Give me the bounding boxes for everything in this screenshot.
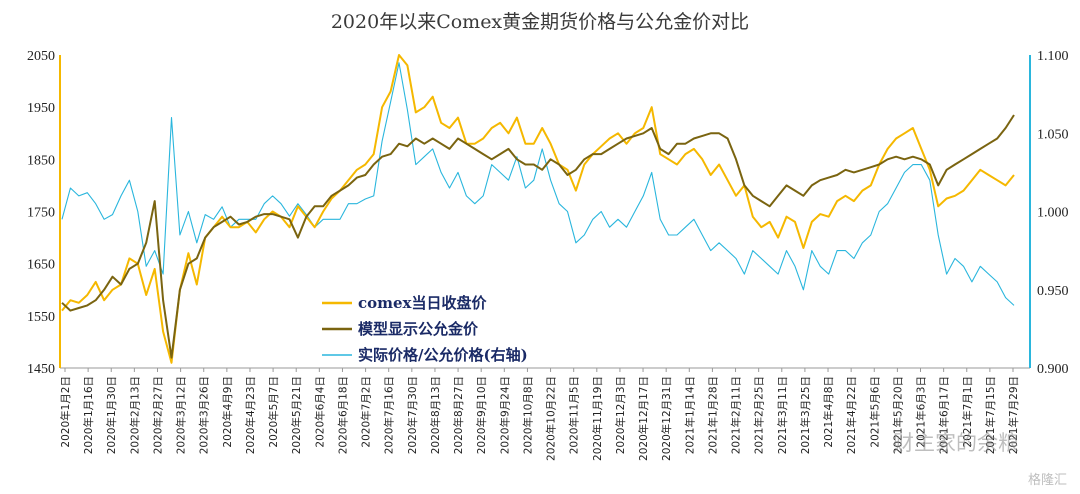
x-tick-label: 2020年8月27日 (452, 376, 465, 454)
x-tick-label: 2020年4月9日 (221, 376, 234, 448)
x-tick-label: 2021年7月29日 (1007, 376, 1020, 454)
x-tick-label: 2020年1月30日 (105, 376, 118, 454)
x-tick-label: 2020年6月4日 (313, 376, 326, 448)
y-right-tick-label: 0.900 (1037, 362, 1069, 377)
x-tick-label: 2021年5月6日 (868, 376, 881, 448)
y-right-tick-labels: 0.900 0.950 1.000 1.050 1.100 (1037, 49, 1069, 377)
watermark-brand: 格隆汇 (1028, 472, 1067, 488)
x-tick-label: 2021年5月20日 (891, 376, 904, 454)
x-tick-label: 2020年12月3日 (614, 376, 627, 454)
x-tick-label: 2020年11月19日 (591, 376, 604, 461)
x-tick-label: 2021年6月3日 (915, 376, 928, 448)
y-left-tick-label: 1750 (27, 206, 55, 221)
x-tick-label: 2021年3月25日 (799, 376, 812, 454)
x-tick-label: 2020年5月21日 (290, 376, 303, 454)
x-tick-label: 2020年7月30日 (406, 376, 419, 454)
x-tick-label: 2020年8月13日 (429, 376, 442, 454)
x-tick-label: 2020年12月17日 (637, 376, 650, 461)
y-right-tick-label: 1.050 (1037, 127, 1069, 142)
x-tick-label: 2020年2月27日 (151, 376, 164, 454)
x-tick-label: 2020年9月24日 (498, 376, 511, 454)
x-tick-label: 2021年2月11日 (730, 376, 743, 454)
x-tick-label: 2021年7月15日 (984, 376, 997, 454)
chart-title: 2020年以来Comex黄金期货价格与公允金价对比 (331, 11, 749, 33)
x-tick-label: 2020年3月26日 (198, 376, 211, 454)
watermark: 财主家的余粮 格隆汇 (893, 431, 1067, 488)
x-tick-label: 2020年11月5日 (568, 376, 581, 454)
legend-label-model: 模型显示公允金价 (358, 320, 479, 338)
y-left-tick-label: 1450 (27, 362, 55, 377)
x-tick-label: 2021年4月22日 (845, 376, 858, 454)
x-tick-label: 2021年6月17日 (938, 376, 951, 454)
legend-label-ratio: 实际价格/公允价格(右轴) (358, 346, 528, 364)
series-line-comex (61, 54, 1015, 364)
y-left-tick-labels: 1450 1550 1650 1750 1850 1950 2050 (27, 49, 55, 377)
x-tick-label: 2020年3月12日 (175, 376, 188, 454)
x-tick-label: 2020年10月22日 (545, 376, 558, 461)
x-tick-label: 2020年7月16日 (383, 376, 396, 454)
x-tick-label: 2020年6月18日 (336, 376, 349, 454)
legend: comex当日收盘价 模型显示公允金价 实际价格/公允价格(右轴) (322, 294, 528, 364)
x-tick-labels: 2020年1月2日 2020年1月16日 2020年1月30日 2020年2月13日 2… (59, 368, 1020, 461)
x-tick-label: 2020年7月2日 (360, 376, 373, 448)
watermark-wechat-name: 财主家的余粮 (893, 431, 1019, 455)
x-tick-label: 2020年5月7日 (267, 376, 280, 448)
y-left-tick-label: 2050 (27, 49, 55, 64)
x-tick-label: 2021年2月25日 (753, 376, 766, 454)
y-right-tick-label: 0.950 (1037, 284, 1069, 299)
x-tick-label: 2020年1月2日 (59, 376, 72, 448)
legend-label-comex: comex当日收盘价 (358, 294, 487, 312)
x-tick-label: 2021年1月28日 (706, 376, 719, 454)
x-tick-label: 2020年1月16日 (82, 376, 95, 454)
y-right-tick-label: 1.000 (1037, 206, 1069, 221)
x-tick-label: 2020年4月23日 (244, 376, 257, 454)
y-left-tick-label: 1950 (27, 101, 55, 116)
x-tick-label: 2021年7月1日 (961, 376, 974, 448)
x-tick-label: 2021年4月8日 (822, 376, 835, 448)
series-line-ratio (61, 62, 1015, 306)
x-tick-label: 2020年12月31日 (660, 376, 673, 461)
x-tick-label: 2021年3月11日 (776, 376, 789, 454)
x-tick-label: 2020年2月13日 (128, 376, 141, 454)
y-left-tick-label: 1650 (27, 258, 55, 273)
y-left-tick-label: 1550 (27, 310, 55, 325)
x-tick-label: 2020年9月10日 (475, 376, 488, 454)
y-left-tick-label: 1850 (27, 153, 55, 168)
series-lines (61, 54, 1015, 364)
y-right-tick-label: 1.100 (1037, 49, 1069, 64)
x-tick-label: 2020年10月8日 (521, 376, 534, 454)
x-tick-label: 2021年1月14日 (683, 376, 696, 454)
series-line-model (61, 114, 1015, 359)
